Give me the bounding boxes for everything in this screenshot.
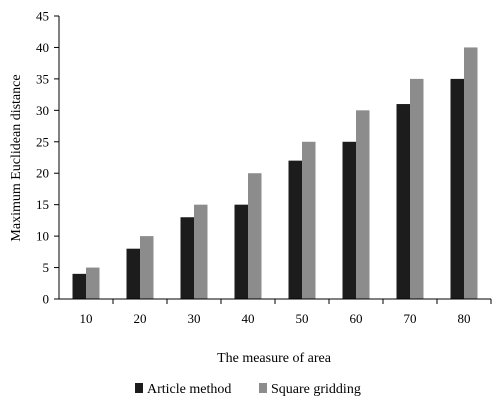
bar-article-method-60 <box>342 141 356 299</box>
y-axis-ticks: 0 5 10 15 20 25 30 35 40 45 <box>36 9 59 307</box>
x-axis-title: The measure of area <box>217 351 332 366</box>
legend-swatch-article-method <box>135 383 143 393</box>
bar-square-gridding-80 <box>464 47 478 299</box>
y-tick-label: 20 <box>36 166 49 181</box>
legend-label-square-gridding: Square gridding <box>271 382 361 397</box>
x-tick-label: 70 <box>404 311 417 326</box>
x-tick-label: 80 <box>458 311 471 326</box>
x-tick-label: 60 <box>350 311 363 326</box>
bar-article-method-30 <box>180 217 194 299</box>
x-axis-ticks: 10 20 30 40 50 60 70 80 <box>80 299 492 326</box>
y-tick-label: 40 <box>36 40 49 55</box>
bar-square-gridding-50 <box>302 141 316 299</box>
bar-article-method-70 <box>396 104 410 300</box>
x-tick-label: 50 <box>296 311 309 326</box>
y-axis-title: Maximum Euclidean distance <box>9 74 24 241</box>
y-tick-label: 45 <box>36 9 49 24</box>
bar-article-method-50 <box>288 160 302 299</box>
bar-square-gridding-20 <box>140 236 154 299</box>
bar-square-gridding-70 <box>410 78 424 299</box>
y-tick-label: 0 <box>43 292 50 307</box>
y-tick-label: 30 <box>36 103 49 118</box>
x-tick-label: 30 <box>188 311 201 326</box>
y-tick-label: 35 <box>36 71 49 86</box>
y-tick-label: 25 <box>36 134 49 149</box>
bar-square-gridding-10 <box>86 267 100 299</box>
bar-article-method-20 <box>126 248 140 299</box>
bar-square-gridding-30 <box>194 204 208 299</box>
y-tick-label: 5 <box>43 260 50 275</box>
y-tick-label: 15 <box>36 197 49 212</box>
legend-label-article-method: Article method <box>147 382 231 397</box>
bar-article-method-40 <box>234 204 248 299</box>
bar-article-method-10 <box>72 273 86 299</box>
legend: Article method Square gridding <box>135 382 361 397</box>
legend-swatch-square-gridding <box>259 383 267 393</box>
bar-square-gridding-40 <box>248 173 262 299</box>
x-tick-label: 20 <box>134 311 147 326</box>
bar-article-method-80 <box>450 78 464 299</box>
bar-square-gridding-60 <box>356 110 370 299</box>
x-tick-label: 40 <box>242 311 255 326</box>
y-tick-label: 10 <box>36 229 49 244</box>
bar-group <box>72 47 478 300</box>
x-tick-label: 10 <box>80 311 93 326</box>
